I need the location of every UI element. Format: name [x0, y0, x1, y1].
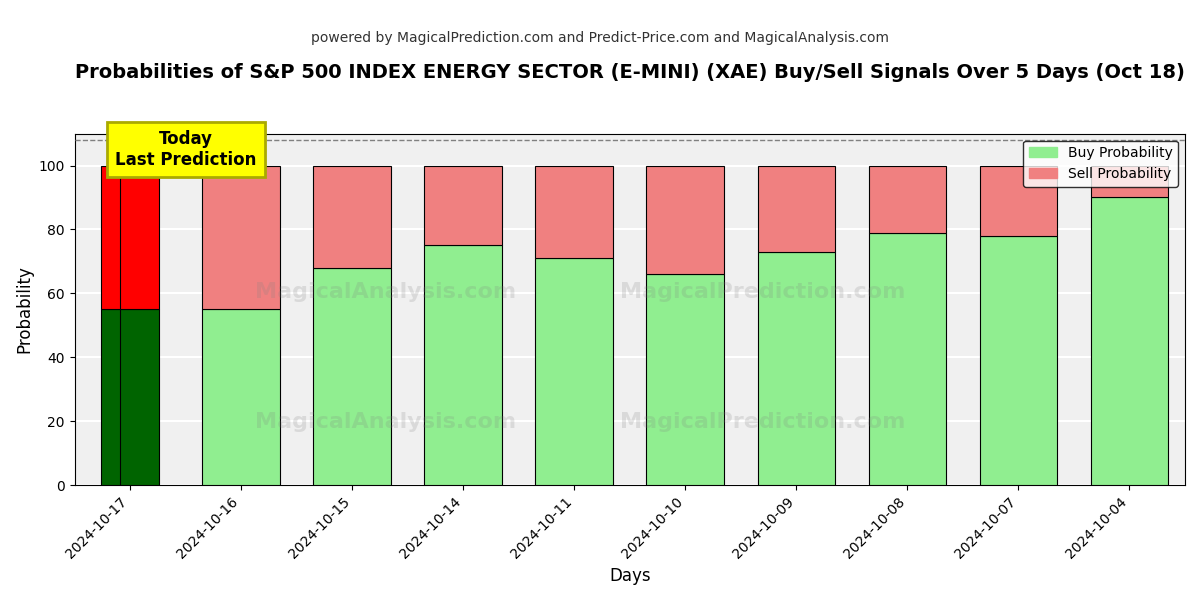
Title: Probabilities of S&P 500 INDEX ENERGY SECTOR (E-MINI) (XAE) Buy/Sell Signals Ove: Probabilities of S&P 500 INDEX ENERGY SE…: [74, 63, 1184, 82]
Bar: [425, 166, 502, 245]
Text: powered by MagicalPrediction.com and Predict-Price.com and MagicalAnalysis.com: powered by MagicalPrediction.com and Pre…: [311, 31, 889, 45]
Bar: [101, 166, 140, 310]
Bar: [647, 274, 725, 485]
Bar: [120, 310, 160, 485]
Text: MagicalAnalysis.com: MagicalAnalysis.com: [254, 282, 516, 302]
Bar: [101, 310, 140, 485]
Bar: [869, 233, 947, 485]
Bar: [647, 166, 725, 274]
Text: MagicalAnalysis.com: MagicalAnalysis.com: [254, 412, 516, 432]
Bar: [203, 310, 280, 485]
Bar: [979, 166, 1057, 236]
Bar: [425, 245, 502, 485]
Bar: [757, 166, 835, 252]
Bar: [869, 166, 947, 233]
Text: MagicalPrediction.com: MagicalPrediction.com: [620, 282, 906, 302]
Text: Today
Last Prediction: Today Last Prediction: [115, 130, 257, 169]
Bar: [1091, 166, 1169, 197]
Bar: [313, 268, 391, 485]
Bar: [535, 258, 613, 485]
Bar: [979, 236, 1057, 485]
Bar: [313, 166, 391, 268]
Bar: [120, 166, 160, 310]
Bar: [535, 166, 613, 258]
Legend: Buy Probability, Sell Probability: Buy Probability, Sell Probability: [1024, 140, 1178, 187]
Bar: [203, 166, 280, 310]
X-axis label: Days: Days: [610, 567, 650, 585]
Text: MagicalPrediction.com: MagicalPrediction.com: [620, 412, 906, 432]
Bar: [757, 252, 835, 485]
Bar: [1091, 197, 1169, 485]
Y-axis label: Probability: Probability: [16, 265, 34, 353]
